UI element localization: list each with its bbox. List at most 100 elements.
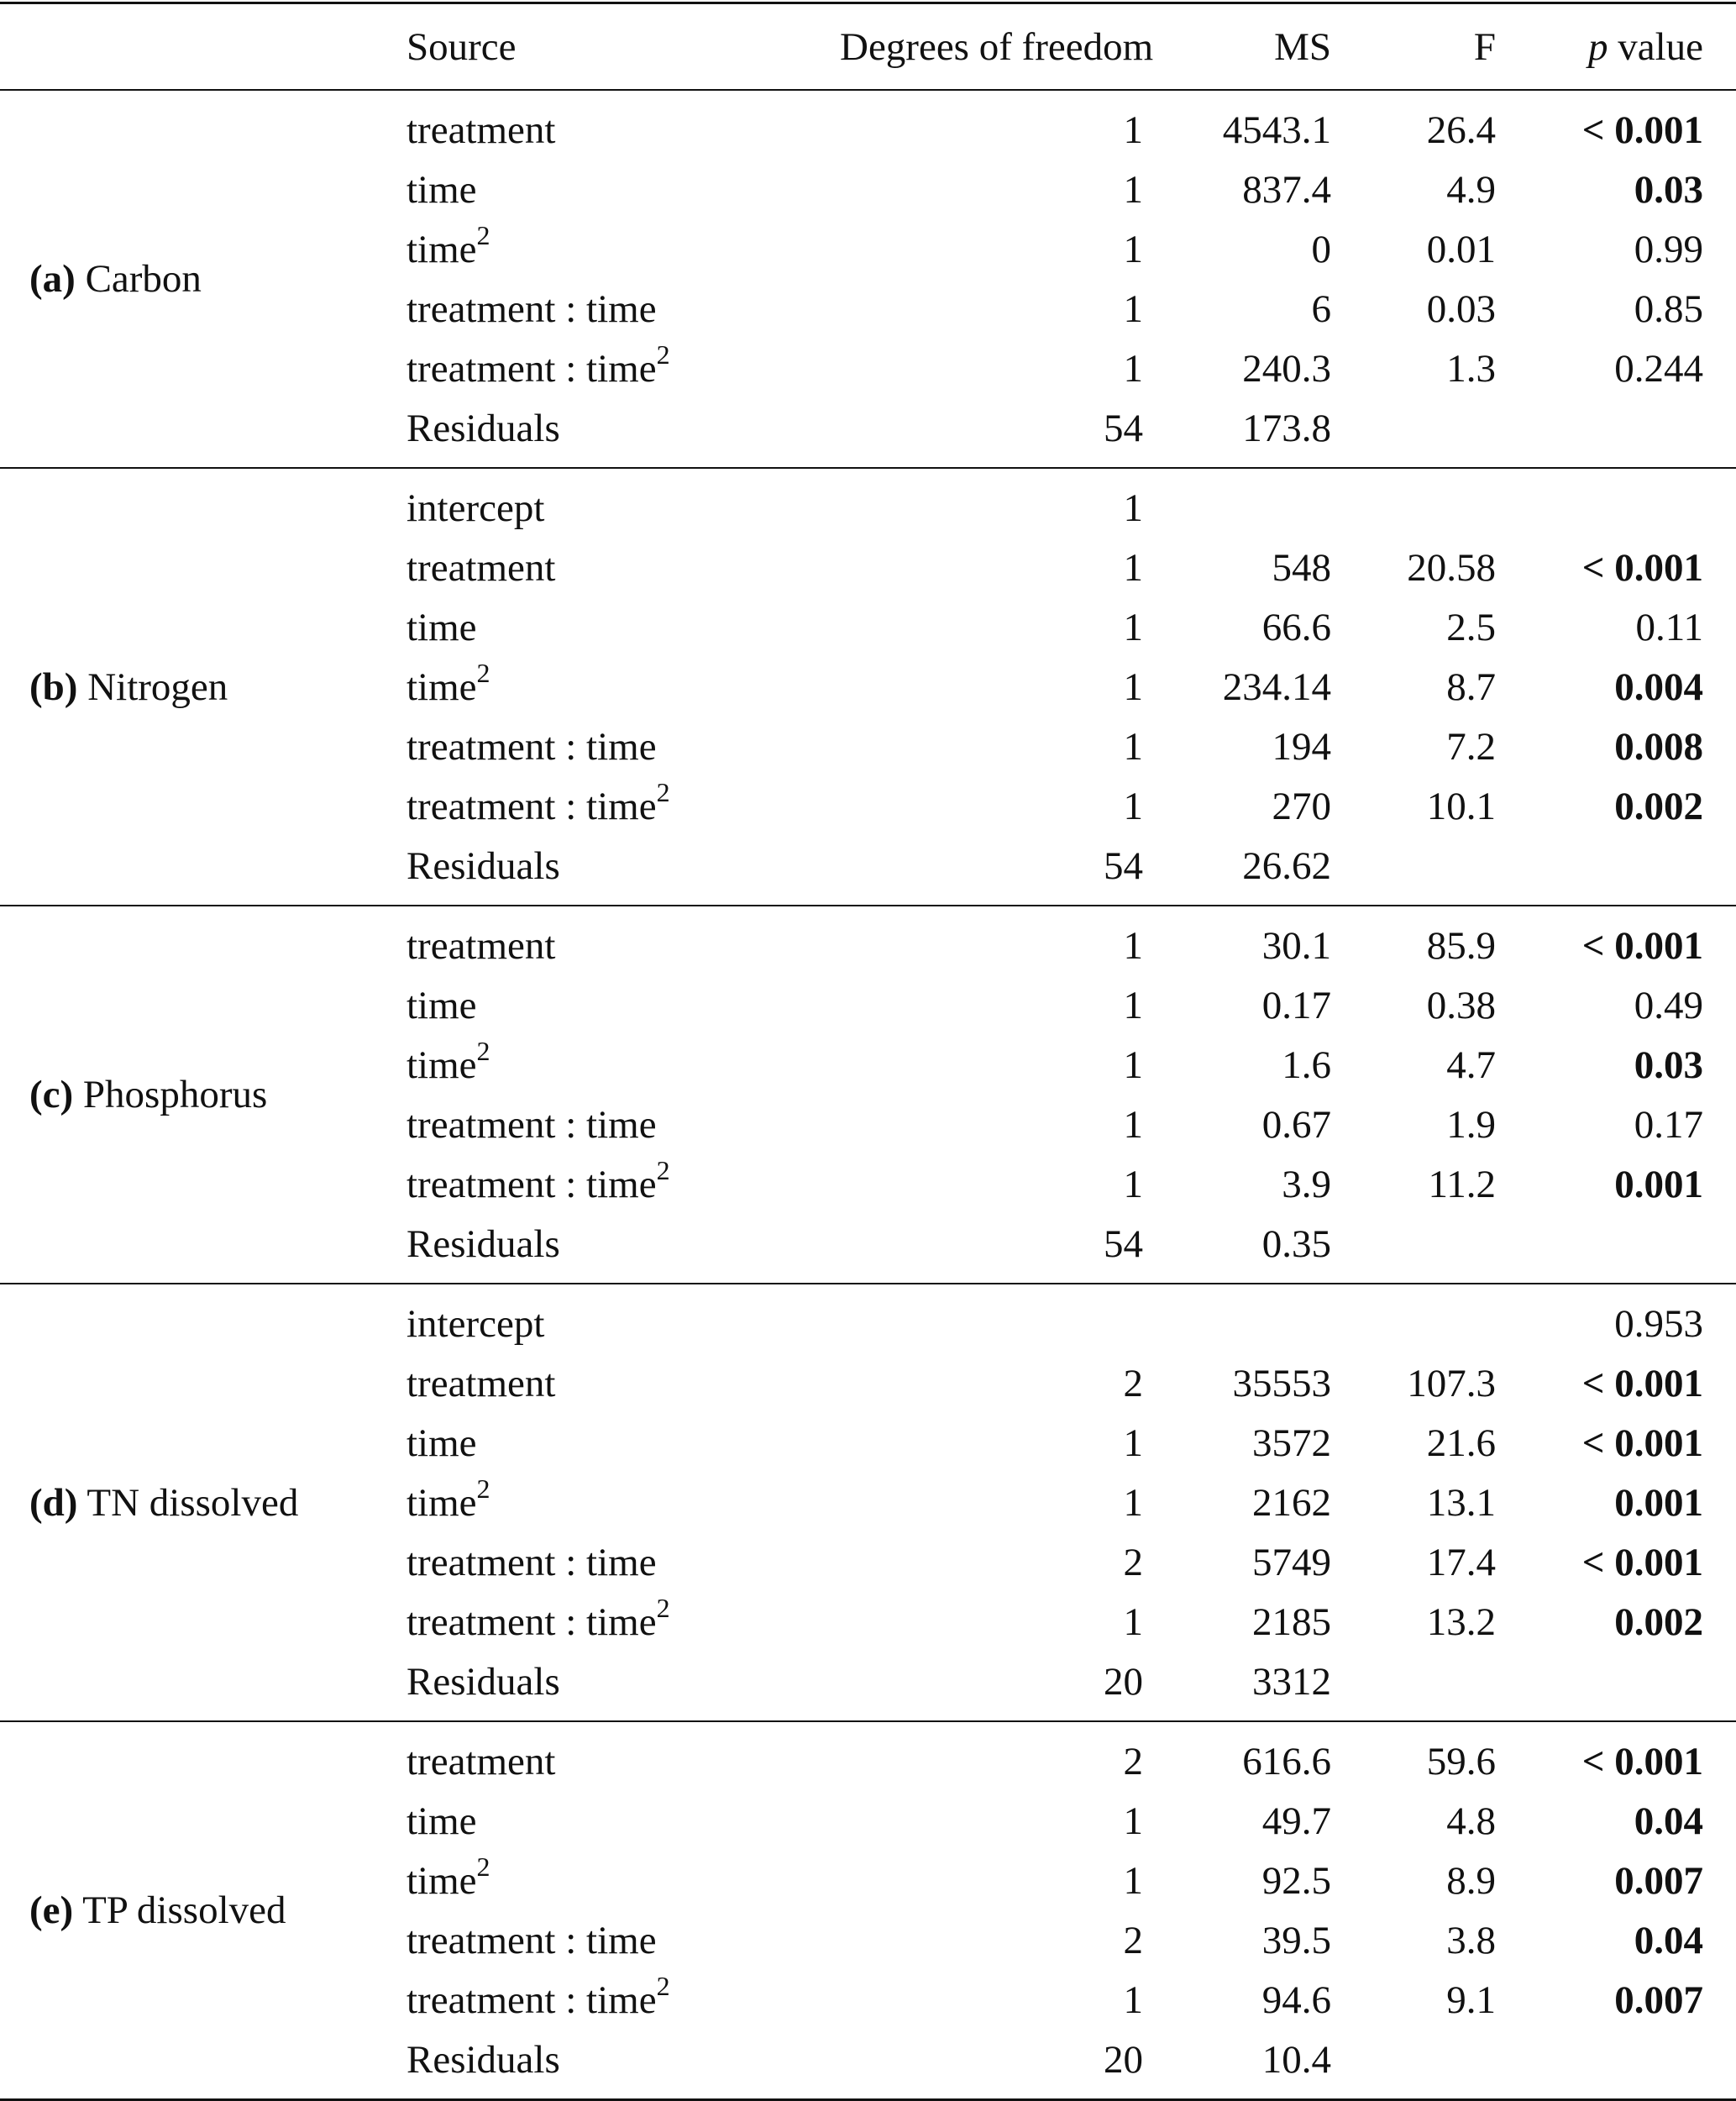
df-cell: 2: [1123, 1739, 1144, 1783]
source-cell: Residuals: [406, 398, 840, 468]
section-name: Phosphorus: [73, 1073, 268, 1116]
table-row: time 1 837.4 4.9 0.03: [0, 160, 1736, 219]
df-cell: 1: [1123, 1102, 1144, 1147]
ms-cell: 173.8: [1242, 406, 1331, 450]
df-cell: 1: [1123, 1799, 1144, 1843]
ms-cell: 30.1: [1261, 923, 1331, 968]
section-name: Carbon: [75, 257, 202, 301]
header-p-rest: value: [1608, 24, 1703, 69]
df-cell: 1: [1123, 1421, 1144, 1465]
source-cell: time2: [406, 657, 840, 717]
table-row: (b) Nitrogen intercept 1: [0, 468, 1736, 709]
source-cell: treatment : time: [406, 717, 840, 776]
table-row: Residuals 54 0.35: [0, 1214, 1736, 1284]
p-value-cell: 0.001: [1614, 1162, 1703, 1206]
ms-cell: 0: [1311, 227, 1332, 271]
ms-cell: 194: [1272, 724, 1332, 769]
source-cell: treatment: [406, 1353, 840, 1413]
p-value-cell: [1496, 468, 1703, 538]
p-value-cell: 0.11: [1635, 605, 1703, 649]
table-row: time2 1 234.14 8.7 0.004: [0, 657, 1736, 717]
section-label: (c) Phosphorus: [0, 906, 406, 1284]
df-cell: 20: [1104, 1659, 1143, 1704]
table-row: treatment : time2 1 2185 13.2 0.002: [0, 1592, 1736, 1652]
source-text: time: [406, 1799, 477, 1843]
df-cell: 1: [1123, 346, 1144, 391]
source-cell: intercept: [406, 468, 840, 538]
source-cell: Residuals: [406, 836, 840, 906]
section-label: (e) TP dissolved: [0, 1721, 406, 2100]
source-exponent: 2: [476, 1035, 490, 1066]
source-text: treatment : time: [406, 1978, 657, 2022]
source-text: treatment: [406, 545, 556, 590]
df-cell: 20: [1104, 2037, 1143, 2082]
table-row: treatment : time2 1 94.6 9.1 0.007: [0, 1970, 1736, 2030]
header-ms: MS: [1274, 24, 1331, 69]
source-text: intercept: [406, 1301, 545, 1346]
table-row: (e) TP dissolved treatment 2 616.6 59.6 < 0.0…: [0, 1721, 1736, 1933]
source-text: time: [406, 1421, 477, 1465]
f-cell: 0.03: [1426, 286, 1496, 331]
table-section: (b) Nitrogen intercept 1 treatment 1 548 20.58…: [0, 468, 1736, 906]
f-cell: 4.9: [1446, 167, 1496, 212]
source-text: treatment : time: [406, 1540, 657, 1584]
source-cell: treatment : time2: [406, 1592, 840, 1652]
df-cell: 2: [1123, 1540, 1144, 1584]
source-cell: treatment: [406, 538, 840, 597]
df-cell: 1: [1123, 1858, 1144, 1903]
f-cell: 7.2: [1446, 724, 1496, 769]
ms-cell: 234.14: [1222, 664, 1331, 709]
section-name: TN dissolved: [77, 1480, 299, 1525]
source-text: treatment : time: [406, 346, 657, 391]
source-text: Residuals: [406, 1659, 560, 1704]
df-cell: 1: [1123, 1043, 1144, 1087]
source-cell: treatment : time: [406, 1095, 840, 1154]
source-cell: treatment : time2: [406, 1154, 840, 1214]
source-exponent: 2: [476, 657, 490, 688]
p-value-cell: < 0.001: [1581, 923, 1703, 968]
table-row: Residuals 54 26.62: [0, 836, 1736, 906]
source-text: time: [406, 1043, 477, 1087]
p-value-cell: 0.002: [1614, 784, 1703, 828]
ms-cell: 2185: [1252, 1599, 1331, 1644]
section-name: Nitrogen: [77, 664, 228, 709]
source-cell: Residuals: [406, 1214, 840, 1284]
f-cell: [1331, 468, 1496, 538]
p-value-cell: < 0.001: [1581, 545, 1703, 590]
header-df: Degrees of freedom: [840, 24, 1154, 69]
df-cell: 54: [1104, 1221, 1143, 1266]
p-value-cell: 0.007: [1614, 1978, 1703, 2022]
table-row: treatment : time 2 39.5 3.8 0.04: [0, 1910, 1736, 1970]
source-cell: treatment : time2: [406, 339, 840, 398]
table-section: (e) TP dissolved treatment 2 616.6 59.6 < 0.0…: [0, 1721, 1736, 2100]
source-cell: treatment : time: [406, 1532, 840, 1592]
source-cell: time: [406, 1791, 840, 1851]
f-cell: 107.3: [1407, 1361, 1496, 1405]
source-exponent: 2: [656, 1970, 670, 2001]
p-value-cell: 0.001: [1614, 1480, 1703, 1525]
f-cell: [1331, 398, 1496, 468]
f-cell: 0.38: [1426, 983, 1496, 1027]
ms-cell: 66.6: [1261, 605, 1331, 649]
source-cell: treatment : time: [406, 1910, 840, 1970]
ms-cell: 26.62: [1242, 843, 1331, 888]
source-text: Residuals: [406, 1221, 560, 1266]
ms-cell: 3.9: [1282, 1162, 1331, 1206]
df-cell: 1: [1123, 724, 1144, 769]
table-row: treatment : time 1 6 0.03 0.85: [0, 279, 1736, 339]
source-cell: treatment : time2: [406, 1970, 840, 2030]
ms-cell: 548: [1272, 545, 1332, 590]
source-cell: time: [406, 160, 840, 219]
f-cell: 2.5: [1446, 605, 1496, 649]
section-letter: (a): [29, 257, 76, 301]
header-f: F: [1473, 24, 1496, 69]
source-exponent: 2: [656, 776, 670, 807]
p-value-cell: < 0.001: [1581, 108, 1703, 152]
source-cell: treatment: [406, 90, 840, 160]
ms-cell: 0.67: [1261, 1102, 1331, 1147]
source-text: treatment: [406, 1361, 556, 1405]
source-text: time: [406, 167, 477, 212]
f-cell: [1331, 2030, 1496, 2100]
table-row: treatment : time 1 194 7.2 0.008: [0, 717, 1736, 776]
table-row: (a) Carbon treatment 1 4543.1 26.4 < 0.001: [0, 90, 1736, 302]
